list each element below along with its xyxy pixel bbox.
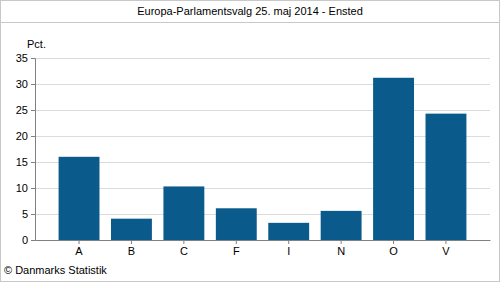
grid-line xyxy=(35,110,490,111)
x-tick-label: B xyxy=(128,245,135,257)
y-tick-mark xyxy=(31,58,35,59)
bar xyxy=(216,208,257,240)
y-tick-label: 15 xyxy=(16,156,28,168)
y-tick-mark xyxy=(31,136,35,137)
grid xyxy=(35,59,490,241)
x-tick-mark xyxy=(131,240,132,244)
x-tick: V xyxy=(442,240,450,257)
x-tick: C xyxy=(180,240,188,257)
y-axis-title: Pct. xyxy=(27,38,46,50)
bar xyxy=(163,186,204,240)
y-tick: 30 xyxy=(16,78,35,90)
bar xyxy=(111,219,152,240)
title: Europa-Parlamentsvalg 25. maj 2014 - Ens… xyxy=(137,5,363,17)
x-tick-mark xyxy=(79,240,80,244)
x-tick-mark xyxy=(236,240,237,244)
y-tick: 35 xyxy=(16,52,35,64)
grid-line xyxy=(35,214,490,215)
y-tick-mark xyxy=(31,84,35,85)
y-tick-label: 5 xyxy=(22,208,28,220)
y-tick-label: 25 xyxy=(16,104,28,116)
x-tick-label: I xyxy=(287,245,290,257)
chart-frame xyxy=(1,1,500,282)
y-tick: 25 xyxy=(16,104,35,116)
bar xyxy=(426,114,467,240)
bars xyxy=(59,78,467,240)
y-tick-label: 0 xyxy=(22,234,28,246)
y-axis: 0 5 10 15 20 25 30 35 xyxy=(16,52,36,246)
x-tick-label: N xyxy=(337,245,345,257)
chart: Europa-Parlamentsvalg 25. maj 2014 - Ens… xyxy=(0,0,500,282)
y-tick: 10 xyxy=(16,182,35,194)
x-tick: B xyxy=(128,240,135,257)
y-tick-label: 10 xyxy=(16,182,28,194)
y-tick-mark xyxy=(31,188,35,189)
y-tick: 15 xyxy=(16,156,35,168)
y-tick-label: 20 xyxy=(16,130,28,142)
grid-line xyxy=(35,136,490,137)
x-axis-line xyxy=(36,240,491,241)
grid-line xyxy=(35,84,490,85)
grid-line xyxy=(35,188,490,189)
y-axis-line xyxy=(31,59,36,241)
x-tick-mark xyxy=(288,240,289,244)
bar xyxy=(59,157,100,240)
bar xyxy=(268,223,309,240)
source: © Danmarks Statistik xyxy=(4,264,107,276)
x-tick-label: C xyxy=(180,245,188,257)
x-tick: N xyxy=(337,240,345,257)
x-tick-label: A xyxy=(75,245,83,257)
bar xyxy=(321,211,362,240)
y-tick: 20 xyxy=(16,130,35,142)
x-tick-label: O xyxy=(389,245,398,257)
y-tick: 5 xyxy=(22,208,35,220)
x-tick: A xyxy=(75,240,83,257)
y-tick-mark xyxy=(31,240,35,241)
x-axis: ABCFINOV xyxy=(36,240,491,257)
y-tick-mark xyxy=(31,110,35,111)
x-tick-mark xyxy=(445,240,446,244)
y-tick-mark xyxy=(31,214,35,215)
x-tick: O xyxy=(389,240,398,257)
x-tick: I xyxy=(287,240,290,257)
y-tick-label: 30 xyxy=(16,78,28,90)
x-tick-label: V xyxy=(442,245,450,257)
grid-line xyxy=(35,58,490,59)
x-tick-mark xyxy=(183,240,184,244)
title-rule xyxy=(0,22,500,23)
x-tick-mark xyxy=(341,240,342,244)
y-tick: 0 xyxy=(22,234,35,246)
bar xyxy=(373,78,414,240)
x-tick: F xyxy=(233,240,240,257)
y-tick-mark xyxy=(31,162,35,163)
x-tick-label: F xyxy=(233,245,240,257)
y-tick-label: 35 xyxy=(16,52,28,64)
grid-line xyxy=(35,162,490,163)
grid-line xyxy=(35,240,490,241)
x-tick-mark xyxy=(393,240,394,244)
